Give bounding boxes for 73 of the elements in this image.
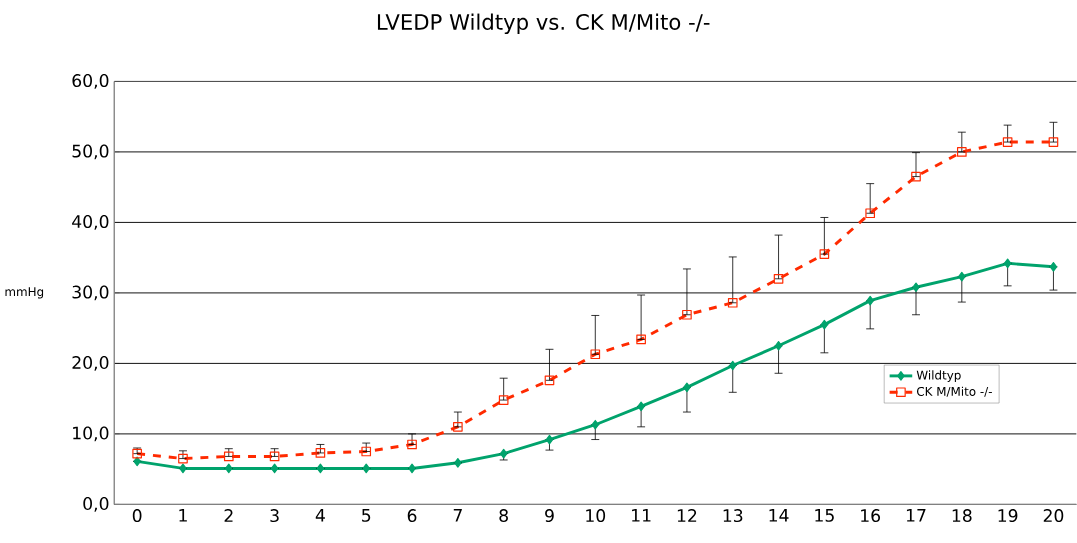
point	[911, 171, 921, 182]
y-tick-label: 10,0	[73, 426, 109, 442]
x-tick-label: 17	[906, 509, 926, 522]
point	[316, 463, 325, 474]
point	[1049, 261, 1058, 272]
x-tick-label: 11	[632, 509, 651, 522]
point	[315, 448, 326, 458]
point	[591, 419, 600, 430]
point	[1002, 137, 1013, 147]
point	[912, 282, 920, 293]
point	[179, 463, 187, 474]
point	[865, 208, 876, 219]
point	[499, 448, 508, 459]
point	[958, 271, 966, 282]
x-tick-label: 4	[315, 509, 325, 522]
y-tick-label: 40,0	[72, 214, 109, 230]
legend-label: Wildtyp	[916, 370, 961, 382]
x-tick-label: 16	[861, 509, 881, 523]
y-tick-label: 30,0	[72, 285, 109, 301]
x-tick-label: 19	[998, 509, 1018, 523]
x-tick-label: 1	[179, 509, 187, 522]
point	[132, 448, 142, 459]
point	[819, 249, 830, 259]
point	[544, 375, 555, 386]
y-tick-label: 0,0	[83, 496, 109, 512]
point	[362, 463, 370, 474]
point	[223, 451, 234, 462]
point	[269, 451, 280, 462]
x-tick-label: 12	[677, 509, 697, 522]
x-tick-label: 6	[407, 509, 417, 523]
point	[590, 349, 601, 360]
x-tick-label: 10	[586, 509, 606, 523]
point	[1003, 258, 1012, 269]
point	[361, 446, 372, 457]
point	[225, 463, 233, 474]
point	[407, 439, 417, 450]
point	[408, 463, 416, 474]
x-tick-label: 15	[815, 509, 834, 522]
x-tick-label: 5	[362, 509, 371, 522]
point	[774, 340, 783, 351]
point	[866, 295, 874, 306]
x-tick-label: 18	[952, 509, 972, 523]
y-tick-label: 20,0	[72, 355, 109, 371]
point	[820, 319, 829, 330]
point	[773, 273, 784, 284]
x-tick-label: 8	[499, 509, 508, 523]
point	[956, 147, 967, 157]
point	[728, 360, 737, 371]
point	[683, 382, 691, 393]
point	[727, 297, 738, 308]
point	[637, 401, 645, 412]
point	[453, 421, 463, 432]
y-tick-label: 60,0	[72, 74, 109, 89]
point	[178, 453, 188, 464]
point	[682, 309, 692, 320]
point	[545, 434, 554, 445]
x-tick-label: 13	[723, 509, 743, 523]
legend-label: CK M/Mito -/-	[917, 386, 992, 397]
point	[270, 463, 279, 474]
chart-title: LVEDP Wildtyp vs. CK M/Mito -/-	[377, 13, 710, 35]
y-tick-label: 50,0	[72, 144, 109, 160]
x-tick-label: 9	[545, 509, 554, 523]
x-tick-label: 2	[224, 509, 233, 522]
x-tick-label: 7	[453, 509, 462, 522]
x-tick-label: 14	[769, 509, 789, 522]
point	[1048, 137, 1059, 147]
point	[498, 395, 509, 405]
x-tick-label: 20	[1043, 509, 1064, 523]
x-tick-label: 3	[270, 509, 279, 523]
y-axis-title: mmHg	[5, 287, 44, 299]
point	[454, 457, 462, 468]
x-tick-label: 0	[132, 509, 142, 523]
point	[636, 334, 646, 345]
